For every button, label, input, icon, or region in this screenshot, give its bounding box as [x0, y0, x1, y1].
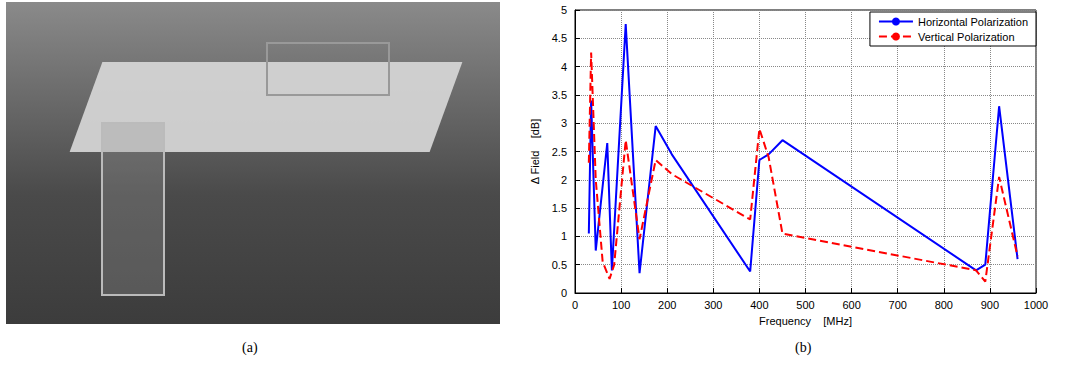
svg-text:2: 2 — [561, 174, 567, 186]
svg-text:900: 900 — [981, 299, 999, 311]
svg-text:0.5: 0.5 — [552, 259, 567, 271]
svg-text:600: 600 — [842, 299, 860, 311]
html-text:(a): (a) — [242, 340, 258, 355]
svg-text:Frequency [MHz]: Frequency [MHz] — [759, 315, 852, 327]
svg-text:Vertical Polarization: Vertical Polarization — [918, 31, 1015, 43]
svg-text:3: 3 — [561, 117, 567, 129]
svg-text:1.5: 1.5 — [552, 202, 567, 214]
svg-text:Δ Field [dB]: Δ Field [dB] — [529, 119, 541, 184]
svg-text:5: 5 — [561, 4, 567, 16]
svg-text:2.5: 2.5 — [552, 146, 567, 158]
svg-text:400: 400 — [750, 299, 768, 311]
svg-text:3.5: 3.5 — [552, 89, 567, 101]
svg-text:4.5: 4.5 — [552, 32, 567, 44]
svg-text:800: 800 — [935, 299, 953, 311]
svg-text:500: 500 — [796, 299, 814, 311]
html-text:(b): (b) — [795, 340, 812, 355]
svg-text:200: 200 — [658, 299, 676, 311]
svg-text:100: 100 — [612, 299, 630, 311]
svg-text:1: 1 — [561, 230, 567, 242]
svg-text:300: 300 — [704, 299, 722, 311]
svg-text:0: 0 — [561, 287, 567, 299]
svg-text:Horizontal Polarization: Horizontal Polarization — [918, 16, 1028, 28]
svg-text:4: 4 — [561, 61, 567, 73]
svg-text:1000: 1000 — [1024, 299, 1048, 311]
svg-text:0: 0 — [572, 299, 578, 311]
svg-text:700: 700 — [889, 299, 907, 311]
